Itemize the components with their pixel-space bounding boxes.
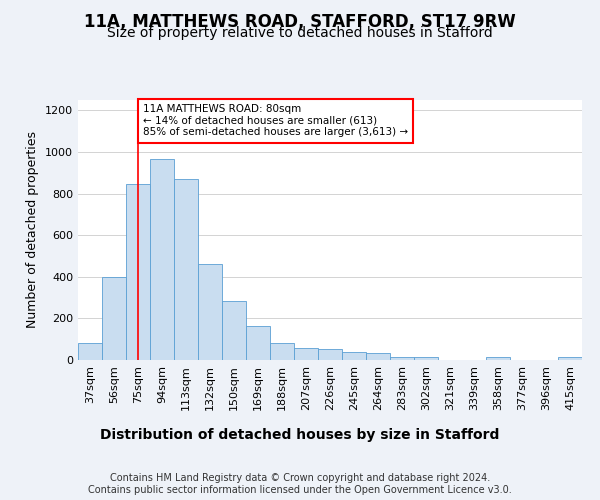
Bar (558, 357, 582, 360)
Text: Size of property relative to detached houses in Stafford: Size of property relative to detached ho… (107, 26, 493, 40)
Bar (102, 277, 126, 360)
Bar (222, 300, 246, 360)
Bar (246, 326, 270, 360)
Bar (150, 160, 174, 360)
Bar (270, 344, 294, 360)
Text: Distribution of detached houses by size in Stafford: Distribution of detached houses by size … (100, 428, 500, 442)
Bar (390, 357, 414, 360)
Text: 11A MATTHEWS ROAD: 80sqm
← 14% of detached houses are smaller (613)
85% of semi-: 11A MATTHEWS ROAD: 80sqm ← 14% of detach… (143, 104, 408, 138)
Text: 11A, MATTHEWS ROAD, STAFFORD, ST17 9RW: 11A, MATTHEWS ROAD, STAFFORD, ST17 9RW (84, 12, 516, 30)
Bar (78, 344, 102, 360)
Bar (294, 348, 318, 360)
Bar (126, 184, 150, 360)
Bar (318, 348, 342, 360)
Bar (198, 264, 222, 360)
Text: Contains HM Land Registry data © Crown copyright and database right 2024.
Contai: Contains HM Land Registry data © Crown c… (88, 474, 512, 495)
Bar (174, 179, 198, 360)
Bar (342, 352, 366, 360)
Bar (366, 352, 390, 360)
Y-axis label: Number of detached properties: Number of detached properties (26, 132, 40, 328)
Bar (414, 357, 438, 360)
Bar (486, 357, 510, 360)
